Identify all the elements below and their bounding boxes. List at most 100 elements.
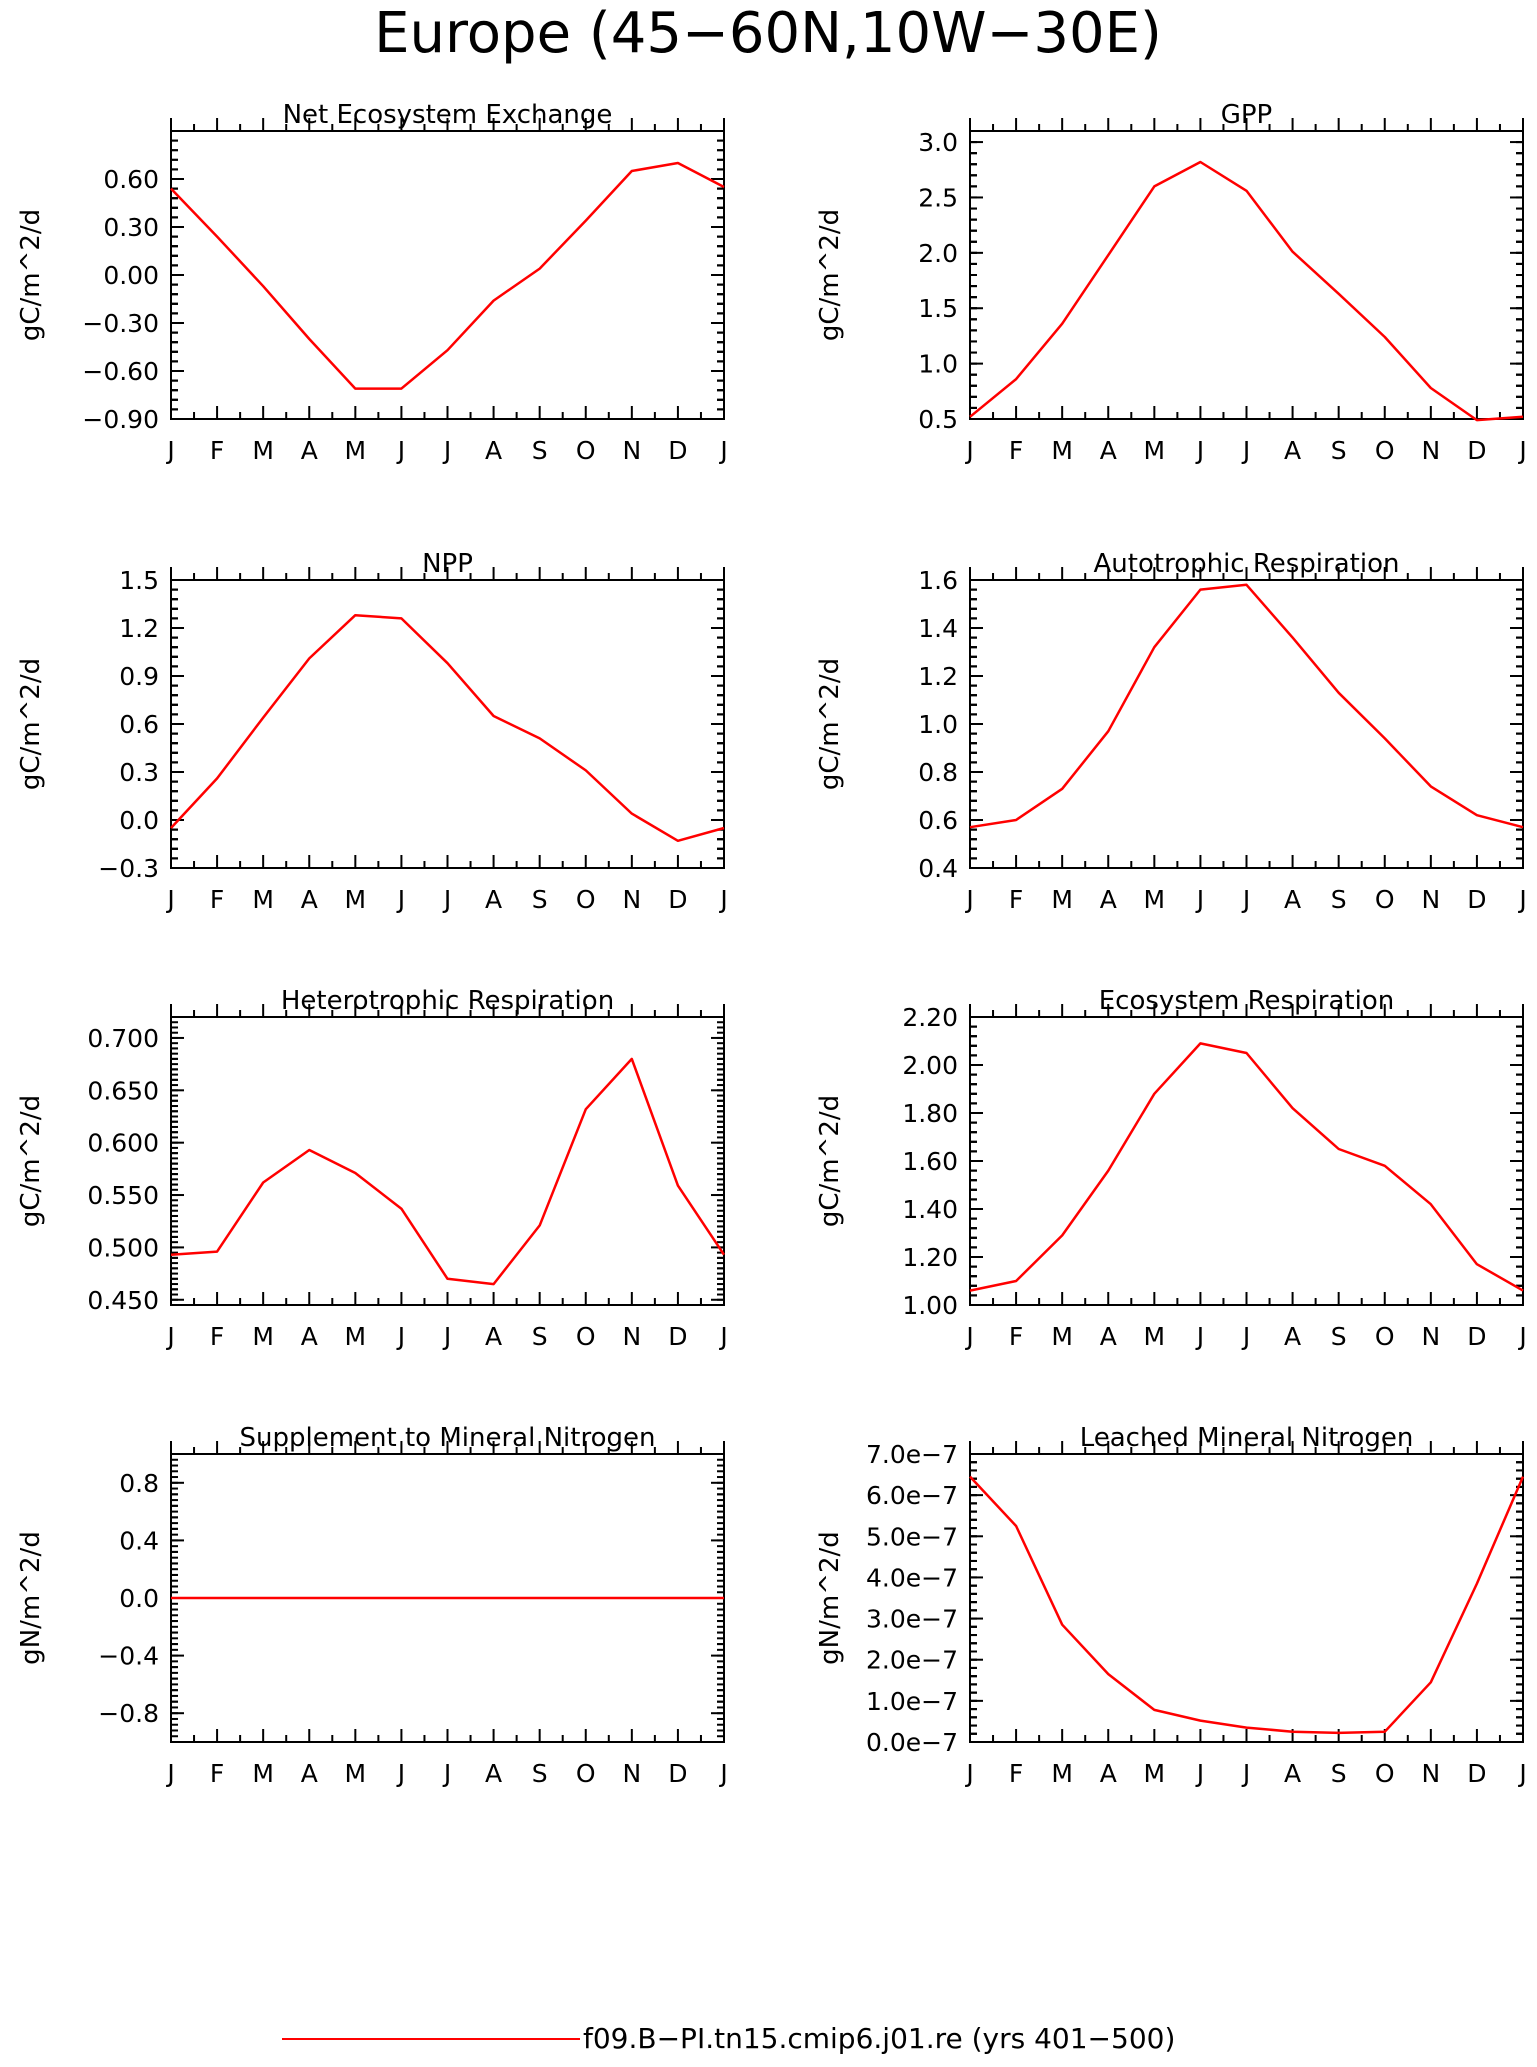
x-tick-label: J [964, 1322, 973, 1351]
y-tick-label: 1.4 [918, 614, 958, 643]
x-tick-label: N [622, 436, 641, 465]
x-tick-label: J [396, 1759, 405, 1788]
x-tick-label: S [532, 1759, 548, 1788]
y-tick-label: 1.5 [119, 566, 159, 595]
y-tick-label: −0.4 [98, 1642, 159, 1671]
plot-frame [969, 579, 1524, 869]
y-axis-label: gC/m^2/d [815, 1095, 845, 1227]
x-tick-label: F [1009, 436, 1023, 465]
x-tick-label: S [532, 436, 548, 465]
x-tick-label: J [1517, 885, 1526, 914]
x-tick-label: D [1467, 436, 1486, 465]
x-tick-label: M [345, 436, 367, 465]
x-tick-label: N [622, 885, 641, 914]
x-tick-label: A [301, 436, 318, 465]
y-axis-label: gN/m^2/d [815, 1531, 845, 1665]
x-tick-label: O [1375, 436, 1395, 465]
x-tick-label: F [210, 885, 224, 914]
legend-label: f09.B−PI.tn15.cmip6.j01.re (yrs 401−500) [583, 2022, 1175, 2055]
y-tick-label: 1.6 [918, 566, 958, 595]
y-tick-label: 1.0e−7 [866, 1687, 958, 1716]
y-tick-label: 1.0 [918, 350, 958, 379]
x-tick-label: A [1100, 436, 1117, 465]
x-tick-label: A [485, 1322, 502, 1351]
y-tick-label: 0.550 [87, 1181, 159, 1210]
y-tick-label: 2.20 [902, 1003, 958, 1032]
x-tick-label: D [668, 1322, 687, 1351]
x-tick-label: O [1375, 1759, 1395, 1788]
x-tick-label: M [1144, 1322, 1166, 1351]
x-tick-label: A [1284, 885, 1301, 914]
x-tick-label: F [210, 1322, 224, 1351]
x-tick-label: M [1144, 436, 1166, 465]
y-tick-label: 0.5 [918, 405, 958, 434]
x-tick-label: A [1100, 1322, 1117, 1351]
x-tick-label: J [1195, 885, 1204, 914]
x-tick-label: D [668, 885, 687, 914]
x-tick-label: J [396, 885, 405, 914]
y-tick-label: 0.60 [103, 165, 159, 194]
x-tick-label: M [1051, 1759, 1073, 1788]
x-tick-label: F [210, 1759, 224, 1788]
x-tick-label: S [1331, 1322, 1347, 1351]
y-tick-label: 2.0 [918, 239, 958, 268]
x-tick-label: J [165, 1759, 174, 1788]
x-tick-label: J [442, 885, 451, 914]
plot-frame [969, 130, 1524, 420]
y-tick-label: 0.650 [87, 1076, 159, 1105]
x-tick-label: O [1375, 1322, 1395, 1351]
x-tick-label: J [165, 885, 174, 914]
x-tick-label: A [1284, 1322, 1301, 1351]
plot-frame [969, 1016, 1524, 1306]
x-tick-label: J [1517, 436, 1526, 465]
x-tick-label: A [1284, 1759, 1301, 1788]
y-tick-label: −0.3 [98, 854, 159, 883]
x-tick-label: F [1009, 1322, 1023, 1351]
y-tick-label: 5.0e−7 [866, 1522, 958, 1551]
x-tick-label: A [485, 885, 502, 914]
x-tick-label: A [301, 885, 318, 914]
x-tick-label: S [1331, 1759, 1347, 1788]
x-tick-label: M [1051, 436, 1073, 465]
x-tick-label: N [622, 1322, 641, 1351]
x-tick-label: J [964, 1759, 973, 1788]
x-tick-label: D [1467, 1322, 1486, 1351]
x-tick-label: A [1284, 436, 1301, 465]
x-tick-label: M [1144, 885, 1166, 914]
y-tick-label: 3.0 [918, 128, 958, 157]
x-tick-label: A [485, 1759, 502, 1788]
x-tick-label: O [1375, 885, 1395, 914]
x-tick-label: N [1421, 1759, 1440, 1788]
y-tick-label: 0.0 [119, 1584, 159, 1613]
x-tick-label: N [1421, 436, 1440, 465]
x-tick-label: J [165, 1322, 174, 1351]
y-axis-label: gC/m^2/d [16, 209, 46, 341]
x-tick-label: S [532, 885, 548, 914]
x-tick-label: M [345, 1322, 367, 1351]
plot-frame [170, 579, 725, 869]
y-tick-label: 0.8 [119, 1469, 159, 1498]
y-tick-label: 1.40 [902, 1195, 958, 1224]
x-tick-label: M [1051, 885, 1073, 914]
y-tick-label: 1.00 [902, 1291, 958, 1320]
y-axis-label: gN/m^2/d [16, 1531, 46, 1665]
y-tick-label: 2.0e−7 [866, 1646, 958, 1675]
y-tick-label: −0.60 [82, 357, 159, 386]
x-tick-label: J [964, 436, 973, 465]
x-tick-label: M [345, 1759, 367, 1788]
x-tick-label: J [718, 1759, 727, 1788]
y-tick-label: 0.8 [918, 758, 958, 787]
x-tick-label: J [396, 436, 405, 465]
y-tick-label: 1.80 [902, 1099, 958, 1128]
y-tick-label: 2.00 [902, 1051, 958, 1080]
x-tick-label: J [964, 885, 973, 914]
x-tick-label: J [718, 1322, 727, 1351]
y-tick-label: 0.0 [119, 806, 159, 835]
x-tick-label: J [442, 1759, 451, 1788]
